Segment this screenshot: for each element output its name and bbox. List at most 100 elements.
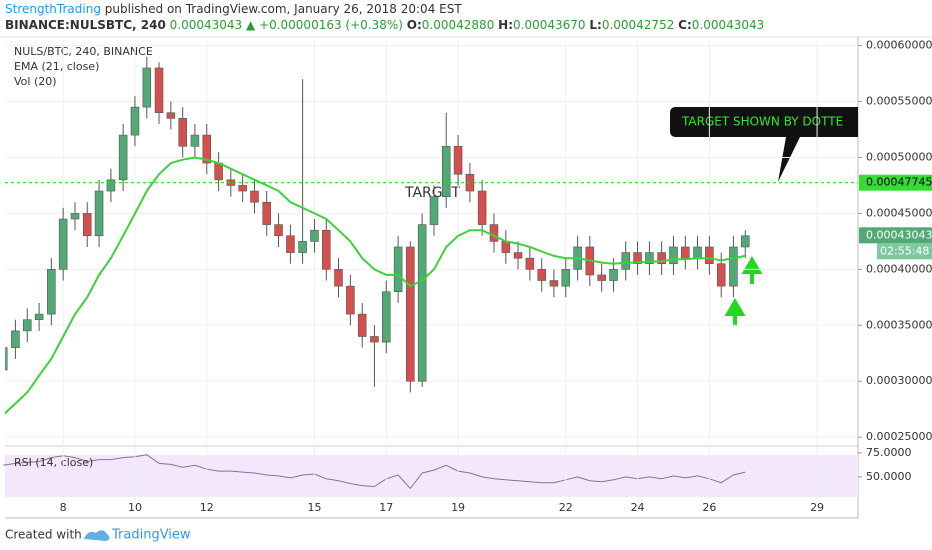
- x-tick-label: 15: [307, 501, 321, 514]
- candle-body: [34, 313, 44, 320]
- footer-created: Created with: [5, 528, 82, 542]
- footer-brand[interactable]: TradingView: [111, 528, 191, 543]
- candle-body: [106, 179, 116, 192]
- candle-body: [334, 269, 343, 287]
- x-tick-label: 26: [702, 501, 716, 514]
- candle-body: [525, 257, 535, 270]
- countdown-box: [877, 243, 932, 260]
- last-price-box: [859, 227, 932, 244]
- candle-body: [190, 134, 200, 147]
- candle-body: [477, 190, 487, 225]
- candle-body: [238, 185, 247, 192]
- candle-body: [681, 246, 690, 259]
- candle-body: [142, 67, 152, 108]
- x-tick-label: 22: [559, 501, 573, 514]
- up-arrow: [741, 256, 763, 284]
- candle-body: [310, 229, 319, 242]
- callout-text: TARGET SHOWN BY DOTTE: [681, 115, 843, 129]
- callout-box: [670, 107, 858, 182]
- price: 0.00043043: [170, 18, 243, 32]
- x-tick-label: 19: [451, 501, 465, 514]
- x-tick-label: 10: [128, 501, 142, 514]
- candle-body: [274, 224, 283, 237]
- candle-body: [118, 134, 128, 181]
- candle-body: [406, 246, 415, 382]
- candle-body: [370, 336, 379, 343]
- ohlc-value: 0.00043670: [513, 18, 586, 32]
- candle-body: [322, 229, 331, 270]
- candle-body: [597, 274, 606, 281]
- candle-body: [561, 269, 571, 287]
- candle-body: [669, 246, 678, 265]
- candle-body: [298, 241, 307, 253]
- legend-rsi: RSI (14, close): [14, 456, 93, 469]
- price-pane: [5, 56, 858, 415]
- candle-body: [393, 246, 403, 293]
- candle-body: [82, 213, 92, 237]
- y-tick-label: 0.00055000: [866, 95, 932, 108]
- legend-title: NULS/BTC, 240, BINANCE: [14, 45, 153, 58]
- legend-vol: Vol (20): [14, 75, 57, 88]
- candle-body: [58, 218, 68, 270]
- candle-body: [537, 269, 546, 281]
- y-tick-label: 50.0000: [866, 470, 912, 483]
- x-tick-label: 24: [631, 501, 645, 514]
- up-arrow: [724, 298, 746, 326]
- change: ▲ +0.00000163 (+0.38%): [246, 18, 403, 32]
- legend-ema: EMA (21, close): [14, 60, 99, 73]
- y-tick-label: 0.00035000: [866, 318, 932, 331]
- candle-body: [154, 67, 164, 114]
- candle-body: [441, 145, 451, 197]
- target-price-box: [859, 174, 932, 191]
- candle-body: [357, 313, 367, 337]
- y-tick-label: 0.00030000: [866, 374, 932, 387]
- ohlc-value: 0.00043043: [692, 18, 765, 32]
- callout: TARGET SHOWN BY DOTTE: [670, 107, 858, 182]
- countdown-label: 02:55:48: [880, 244, 929, 257]
- candle-body: [489, 224, 499, 242]
- rsi-pane: [3, 454, 746, 490]
- x-tick-label: 17: [379, 501, 393, 514]
- ema-line: [5, 156, 746, 415]
- ohlc-value: 0.00042880: [422, 18, 495, 32]
- candle-body: [693, 246, 702, 259]
- y-tick-label: 75.0000: [866, 446, 912, 459]
- x-tick-label: 29: [810, 501, 824, 514]
- candle-body: [250, 190, 259, 203]
- axes: 8 10 12 15 17 19 22 24 26 29 0.00025000 0.00030000 0…: [5, 39, 932, 514]
- candle-body: [214, 162, 223, 181]
- ohlc-value: 0.00042752: [602, 18, 675, 32]
- candle-body: [22, 319, 32, 332]
- candle-body: [729, 246, 738, 287]
- tv-logo: [84, 530, 110, 541]
- candle-body: [202, 134, 212, 164]
- x-tick-label: 8: [60, 501, 67, 514]
- header-line: StrengthTrading published on TradingView…: [5, 2, 462, 16]
- candle-body: [94, 190, 104, 237]
- candle-body: [705, 246, 714, 265]
- candle-body: [47, 269, 56, 315]
- candle-body: [417, 224, 427, 382]
- candle-body: [716, 263, 726, 287]
- candle-body: [513, 252, 523, 259]
- candle-body: [549, 280, 559, 287]
- rsi-band: [5, 455, 858, 497]
- y-tick-label: 0.00050000: [866, 150, 932, 163]
- candle-body: [346, 285, 355, 315]
- candle-body: [130, 106, 140, 136]
- y-tick-label: 0.00045000: [866, 206, 932, 219]
- y-tick-label: 0.00025000: [866, 430, 932, 443]
- candle-body: [657, 252, 666, 265]
- last-price-label: 0.00043043: [866, 228, 932, 241]
- candle-body: [381, 291, 391, 343]
- candle-body: [741, 235, 750, 248]
- author[interactable]: StrengthTrading: [5, 2, 101, 16]
- candle-body: [633, 252, 642, 265]
- candle-body: [166, 112, 176, 119]
- candle-body: [262, 201, 271, 225]
- published: published on TradingView.com, January 26…: [105, 2, 463, 16]
- candle-body: [286, 235, 295, 253]
- candle-body: [5, 347, 8, 371]
- ohlc-key: H:: [498, 18, 513, 32]
